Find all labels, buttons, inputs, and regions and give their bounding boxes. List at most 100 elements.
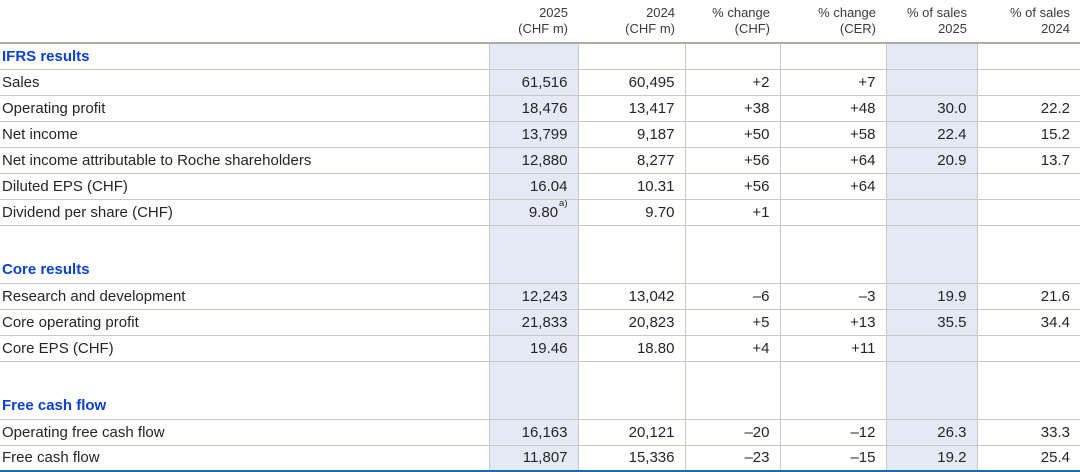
header-line1: % of sales	[907, 5, 967, 20]
header-line1: 2025	[539, 5, 568, 20]
table-row: Free cash flow 11,807 15,336 –23 –15 19.2 25.4	[0, 445, 1080, 472]
table-row: Sales 61,516 60,495 +2 +7	[0, 69, 1080, 96]
table-body: IFRS results Sales 61,516 60,495 +2 +7 Operati…	[0, 43, 1080, 472]
footnote-marker: a)	[559, 199, 568, 209]
value-cell: +64	[779, 147, 886, 174]
value-cell	[976, 199, 1080, 226]
value-cell	[577, 361, 685, 393]
value-cell: 30.0	[885, 95, 977, 122]
value-cell	[488, 43, 578, 70]
value-cell	[779, 361, 886, 393]
row-label: Core EPS (CHF)	[0, 335, 489, 362]
value-cell: 11,807	[488, 445, 578, 472]
value-cell: 26.3	[885, 419, 977, 446]
value-cell	[577, 393, 685, 420]
table-row: Diluted EPS (CHF) 16.04 10.31 +56 +64	[0, 173, 1080, 200]
header-cell-pct-sales-2025: % of sales 2025	[886, 0, 977, 44]
value-cell	[684, 361, 780, 393]
value-cell: 10.31	[577, 173, 685, 200]
value-cell	[885, 257, 977, 284]
row-label: Net income	[0, 121, 489, 148]
value-cell	[976, 257, 1080, 284]
row-label: Sales	[0, 69, 489, 96]
row-label	[0, 361, 489, 393]
value-cell	[684, 257, 780, 284]
value-cell	[976, 335, 1080, 362]
value-cell: 33.3	[976, 419, 1080, 446]
value-cell: 13,417	[577, 95, 685, 122]
value-cell	[488, 225, 578, 257]
value-cell	[779, 225, 886, 257]
value-cell	[976, 225, 1080, 257]
row-label: Operating free cash flow	[0, 419, 489, 446]
row-label: Operating profit	[0, 95, 489, 122]
value-cell: +4	[684, 335, 780, 362]
value-cell: 9.80a)	[488, 199, 578, 226]
value-cell	[885, 43, 977, 70]
value-cell: 18,476	[488, 95, 578, 122]
value-cell	[684, 43, 780, 70]
value-cell	[976, 43, 1080, 70]
value-cell: 34.4	[976, 309, 1080, 336]
value-cell: +1	[684, 199, 780, 226]
value-cell: 25.4	[976, 445, 1080, 472]
header-line2: 2025	[938, 21, 967, 36]
row-label: Free cash flow	[0, 445, 489, 472]
value-cell: 61,516	[488, 69, 578, 96]
value-cell: 13,799	[488, 121, 578, 148]
value-cell: 22.2	[976, 95, 1080, 122]
value-cell	[488, 257, 578, 284]
value-cell: 21.6	[976, 283, 1080, 310]
table-row: Operating free cash flow 16,163 20,121 –20–…	[0, 419, 1080, 446]
value-cell: 13.7	[976, 147, 1080, 174]
value-cell: +56	[684, 173, 780, 200]
value-cell: 19.46	[488, 335, 578, 362]
header-line2: (CHF m)	[518, 21, 568, 36]
value-cell: +2	[684, 69, 780, 96]
row-label: Net income attributable to Roche shareho…	[0, 147, 489, 174]
table-row: Net income 13,799 9,187 +50 +58 22.4 15.2	[0, 121, 1080, 148]
value-cell	[488, 393, 578, 420]
value-cell	[577, 257, 685, 284]
value-cell: +48	[779, 95, 886, 122]
header-cell-pct-change-cer: % change (CER)	[780, 0, 886, 44]
value-cell: 13,042	[577, 283, 685, 310]
header-line2: (CHF m)	[625, 21, 675, 36]
value-cell	[577, 43, 685, 70]
value-cell	[488, 361, 578, 393]
value-cell: 21,833	[488, 309, 578, 336]
value-cell: 22.4	[885, 121, 977, 148]
value-cell	[684, 225, 780, 257]
header-line1: % change	[712, 5, 770, 20]
value-cell	[577, 225, 685, 257]
header-cell-2025: 2025 (CHF m)	[489, 0, 578, 44]
value-cell	[684, 393, 780, 420]
value-cell: 16,163	[488, 419, 578, 446]
value-cell: 16.04	[488, 173, 578, 200]
value-cell: –23	[684, 445, 780, 472]
section-title: Core results	[0, 257, 489, 284]
value-cell: –15	[779, 445, 886, 472]
value-cell	[885, 225, 977, 257]
header-line1: % of sales	[1010, 5, 1070, 20]
value-cell	[885, 173, 977, 200]
section-header-row: Core results	[0, 257, 1080, 284]
value-cell: 8,277	[577, 147, 685, 174]
value-cell: 20,121	[577, 419, 685, 446]
row-label: Research and development	[0, 283, 489, 310]
value-cell	[976, 393, 1080, 420]
table-row: Core operating profit 21,833 20,823 +5 +13 35…	[0, 309, 1080, 336]
value-cell: 19.9	[885, 283, 977, 310]
header-line2: (CER)	[839, 21, 876, 36]
value-cell: –6	[684, 283, 780, 310]
table-row: Net income attributable to Roche shareho…	[0, 147, 1080, 174]
value-cell	[779, 43, 886, 70]
section-title: Free cash flow	[0, 393, 489, 420]
value-cell	[885, 393, 977, 420]
value-cell: +64	[779, 173, 886, 200]
value-cell: +11	[779, 335, 886, 362]
value-cell	[779, 257, 886, 284]
value-cell	[885, 199, 977, 226]
